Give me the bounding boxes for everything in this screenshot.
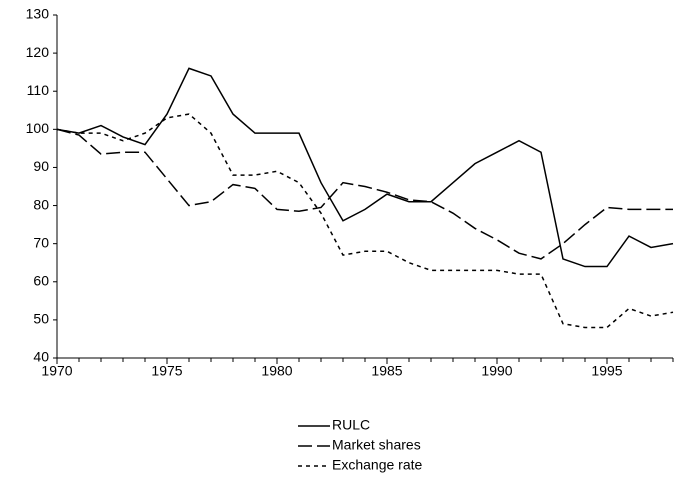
y-tick-label: 120 (26, 44, 50, 60)
x-tick-label: 1990 (481, 363, 512, 379)
legend-label: Market shares (332, 437, 421, 453)
y-tick-label: 90 (33, 158, 49, 174)
y-tick-label: 110 (27, 82, 50, 98)
y-tick-label: 100 (26, 120, 50, 136)
x-tick-label: 1970 (41, 363, 72, 379)
x-tick-label: 1995 (591, 363, 622, 379)
y-tick-label: 70 (33, 234, 49, 250)
y-tick-label: 80 (33, 196, 49, 212)
legend-label: RULC (332, 417, 370, 433)
y-tick-label: 130 (26, 6, 50, 22)
line (56, 128, 673, 260)
y-tick-label: 60 (33, 272, 49, 288)
y-tick-label: 50 (33, 311, 49, 327)
legend-label: Exchange rate (332, 457, 422, 473)
line (56, 67, 674, 268)
line (56, 113, 674, 329)
x-tick-label: 1975 (151, 363, 182, 379)
y-tick-label: 40 (33, 349, 49, 365)
x-tick-label: 1985 (371, 363, 402, 379)
x-tick-label: 1980 (261, 363, 292, 379)
